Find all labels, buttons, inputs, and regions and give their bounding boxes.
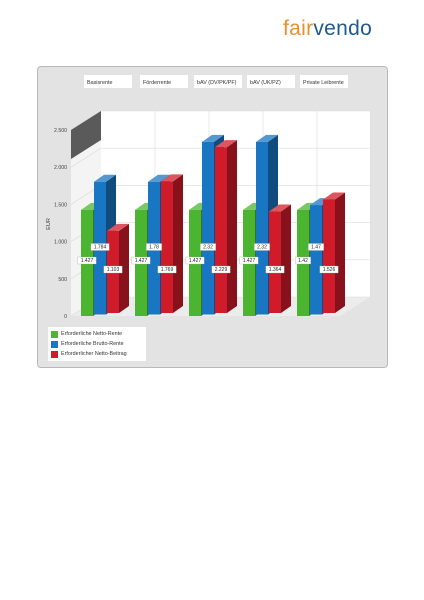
bar-side-face: [281, 204, 291, 313]
logo-part-vendo: vendo: [313, 17, 373, 40]
bar-top-face: [202, 134, 224, 142]
bar-top-face: [215, 140, 237, 148]
bar: [161, 174, 183, 313]
bar-top-face: [148, 174, 170, 182]
data-label-box: [239, 256, 259, 265]
bar-side-face: [119, 223, 129, 313]
bar-side-face: [227, 140, 237, 313]
data-label-box: [131, 256, 151, 265]
data-label: 1.78: [149, 245, 159, 251]
chart-legend: Erforderliche Netto-Rente Erforderliche …: [48, 327, 146, 361]
legend-item: Erforderlicher Netto-Beitrag: [51, 349, 143, 359]
gridline-side: [70, 147, 102, 168]
legend-swatch-brutto-rente: [51, 340, 58, 348]
bar-top-face: [161, 174, 183, 182]
data-label: 2.229: [215, 267, 228, 273]
data-label: 1.427: [243, 258, 256, 264]
bar-front-face: [269, 211, 281, 313]
data-label-box: [103, 265, 123, 274]
left-wall-dark-band: [71, 111, 101, 159]
category-label-box: [247, 75, 295, 88]
legend-swatch-netto-rente: [51, 330, 58, 338]
y-tick-label: 1.000: [54, 240, 67, 246]
legend-swatch-netto-beitrag: [51, 350, 58, 358]
data-label: 2.32: [203, 245, 213, 251]
bar-front-face: [256, 141, 268, 315]
data-label: 1.526: [323, 267, 336, 273]
bar-front-face: [215, 147, 227, 313]
bar-top-face: [269, 204, 291, 212]
data-label: 1.103: [107, 267, 120, 273]
data-label-box: [185, 256, 205, 265]
data-label-box: [211, 265, 231, 274]
category-label-box: [194, 75, 242, 88]
bar-front-face: [310, 205, 322, 315]
bar: [323, 192, 345, 313]
data-label-box: [77, 256, 97, 265]
bar-side-face: [173, 174, 183, 313]
data-label-box: [265, 265, 285, 274]
bar-top-face: [323, 192, 345, 200]
data-label: 1.427: [135, 258, 148, 264]
category-label-box: [84, 75, 132, 88]
data-label: 1.769: [161, 267, 174, 273]
y-tick-label: 500: [58, 277, 67, 283]
data-label: 1.47: [311, 245, 321, 251]
bar-front-face: [202, 141, 214, 315]
category-label: bAV (UK/PZ): [250, 80, 281, 86]
data-label-box: [146, 243, 162, 251]
data-label: 1.784: [94, 245, 107, 251]
data-label: 1.427: [189, 258, 202, 264]
data-label-box: [157, 265, 177, 274]
y-tick-label: 0: [64, 314, 67, 320]
bar-front-face: [161, 181, 173, 313]
data-label-box: [200, 243, 216, 251]
bar: [215, 140, 237, 313]
bar-top-face: [94, 174, 116, 182]
category-label: Förderrente: [143, 80, 171, 86]
bar-side-face: [335, 192, 345, 313]
y-tick-label: 2.500: [54, 128, 67, 134]
data-label: 1.42: [298, 258, 308, 264]
data-label: 1.364: [269, 267, 282, 273]
data-label-box: [254, 243, 270, 251]
legend-item: Erforderliche Netto-Rente: [51, 329, 143, 339]
fairvendo-logo: fairvendo: [283, 16, 372, 42]
category-label: Basisrente: [87, 80, 112, 86]
legend-label: Erforderliche Netto-Rente: [61, 331, 123, 337]
data-label: 1.427: [81, 258, 94, 264]
category-label: Private Leibrente: [303, 80, 344, 86]
category-label-box: [300, 75, 348, 88]
data-label-box: [295, 256, 311, 265]
y-axis-title: EUR: [46, 218, 52, 230]
data-label: 2.32: [257, 245, 267, 251]
logo-part-fair: fair: [283, 17, 314, 40]
category-label-box: [140, 75, 188, 88]
y-tick-label: 1.500: [54, 202, 67, 208]
legend-item: Erforderliche Brutto-Rente: [51, 339, 143, 349]
bar-top-face: [256, 134, 278, 142]
data-label-box: [308, 243, 324, 251]
bar-top-face: [107, 223, 129, 231]
category-label: bAV (DV/PK/PF): [197, 80, 237, 86]
legend-label: Erforderlicher Netto-Beitrag: [61, 351, 127, 357]
legend-label: Erforderliche Brutto-Rente: [61, 341, 124, 347]
data-label-box: [90, 243, 110, 251]
bar-front-face: [323, 199, 335, 313]
data-label-box: [319, 265, 339, 274]
bar: [269, 204, 291, 313]
y-tick-label: 2.000: [54, 165, 67, 171]
